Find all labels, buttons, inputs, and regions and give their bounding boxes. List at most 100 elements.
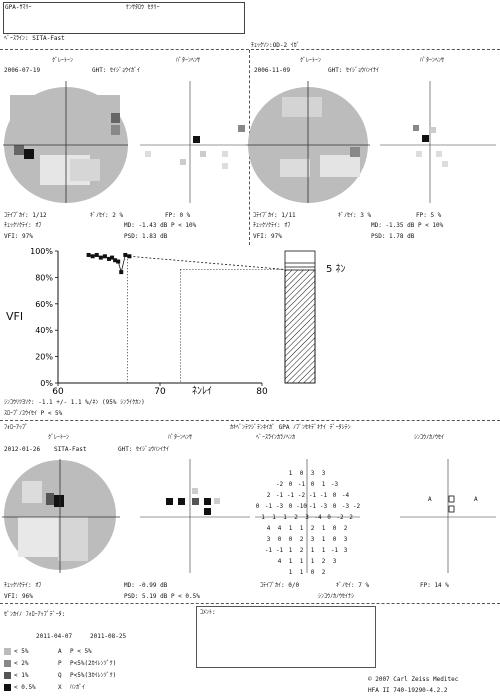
legend-sym-4: < 0.5% bbox=[14, 684, 36, 691]
vfi-point bbox=[94, 252, 99, 257]
test1-field-plots bbox=[3, 81, 496, 203]
baseline-value: 0 bbox=[299, 470, 304, 477]
baseline-value: 3 bbox=[266, 536, 271, 543]
baseline-value: 1 bbox=[288, 525, 293, 532]
followup-field-plots bbox=[2, 459, 496, 573]
vfi-point bbox=[119, 270, 124, 275]
legend-mark-3: Q bbox=[58, 672, 62, 679]
baseline-value: -1 bbox=[275, 492, 284, 499]
y-tick-label: 20% bbox=[35, 353, 53, 362]
vfi-x-label: ﾈﾝﾚｲ bbox=[192, 385, 212, 395]
baseline-value: 1 bbox=[288, 547, 293, 554]
comment-label: ｺﾒﾝﾄ: bbox=[200, 609, 216, 616]
baseline-value: 1 bbox=[310, 547, 315, 554]
baseline-value: -2 bbox=[336, 514, 344, 521]
baseline-value: 1 bbox=[299, 558, 304, 565]
followup-note: ｶｷﾍﾞﾝﾃﾂｼﾞﾃﾝﾈｲｶﾞ GPA ﾉﾌﾞﾝｾｷﾃﾞｷﾅｲ ﾃﾞｰﾀｼﾃﾝ bbox=[230, 424, 351, 431]
legend-mark-2: P bbox=[58, 660, 62, 667]
followup-vfi: VFI: 96% bbox=[4, 593, 33, 600]
baseline-value: 2 bbox=[266, 492, 271, 499]
y-tick-label: 0% bbox=[40, 379, 53, 388]
baseline-value: 2 bbox=[321, 558, 326, 565]
baseline-row: 0 -1 -3 0 -10 -1 -3 0 -3 -2 bbox=[252, 493, 362, 512]
baseline-row: 1 1 1 2 3 -4 0 -2 2 bbox=[258, 504, 357, 523]
divider bbox=[0, 603, 500, 604]
baseline-value: 3 bbox=[305, 514, 309, 521]
legend-desc-2: P<5%(2ｶｲﾚﾝｿﾞｸ) bbox=[70, 660, 117, 667]
baseline-value: 0 bbox=[310, 481, 315, 488]
baseline-value: 0 bbox=[288, 481, 293, 488]
test2-false-neg: ｷﾞﾉｾｲ: 3 % bbox=[338, 212, 372, 219]
baseline-value: 4 bbox=[277, 558, 282, 565]
baseline-value: 0 bbox=[277, 536, 282, 543]
test1-ght: GHT: ｾｲｼﾞｮｳｲｶﾞｲ bbox=[92, 67, 141, 74]
report-title: GPA-ｻﾏﾘｰ bbox=[5, 4, 32, 11]
baseline-value: 4 bbox=[266, 525, 271, 532]
followup-pattern: ﾊﾟﾀｰﾝﾍﾝｻ bbox=[168, 434, 193, 441]
followup-no-progression: ｼﾝｺｳﾉｶﾉｳｾｲﾅｼ bbox=[318, 593, 355, 600]
followup-psd: PSD: 5.19 dB P < 0.5% bbox=[124, 593, 200, 600]
baseline-value: 3 bbox=[321, 470, 326, 477]
a-mark: A bbox=[428, 496, 432, 503]
baseline-value: 3 bbox=[332, 558, 337, 565]
baseline-row: 2 -1 -1 -2 -1 -1 0 -4 bbox=[263, 482, 351, 501]
followup-label: ﾌｫﾛｰｱｯﾌﾟ bbox=[4, 424, 29, 431]
vfi-point bbox=[110, 255, 115, 260]
test1-md: MD: -1.43 dB P < 10% bbox=[124, 222, 197, 229]
baseline-row: -1 -1 1 2 1 1 -1 3 bbox=[263, 537, 351, 556]
baseline-value: 2 bbox=[299, 536, 304, 543]
baseline-value: 1 bbox=[288, 569, 293, 576]
baseline-value: -10 bbox=[296, 503, 307, 510]
legend-desc-1: P < 5% bbox=[70, 648, 92, 655]
divider bbox=[0, 420, 500, 421]
followup-md: MD: -0.99 dB bbox=[124, 582, 168, 589]
baseline-value: 3 bbox=[310, 536, 315, 543]
baseline-value: 0 bbox=[327, 514, 331, 521]
followup-baseline-col: ﾍﾞｰｽﾗｲﾝｶﾗﾉﾍﾝｶ bbox=[256, 434, 296, 441]
baseline-value: -1 bbox=[286, 492, 295, 499]
baseline-value: -1 bbox=[330, 547, 339, 554]
baseline-value: 2 bbox=[343, 525, 348, 532]
test2-fix-check: ﾁｪｯｸｿｸﾃｲ: ｵﾌ bbox=[253, 222, 291, 229]
followup-fixation: ｺﾃｲﾌﾞｶｲ: 0/0 bbox=[260, 582, 300, 589]
legend-sym-1: < 5% bbox=[14, 648, 29, 655]
baseline-value: -3 bbox=[330, 481, 339, 488]
baseline-value: 2 bbox=[321, 569, 326, 576]
legend-swatch-05 bbox=[4, 684, 11, 691]
test2-date: 2006-11-09 bbox=[254, 67, 291, 74]
test1-false-pos: FP: 0 % bbox=[165, 212, 191, 219]
legend-desc-3: P<5%(3ｶｲﾚﾝｿﾞｸ) bbox=[70, 672, 117, 679]
baseline-value: -1 bbox=[264, 503, 273, 510]
baseline-value: 0 bbox=[332, 536, 337, 543]
baseline-value: 1 bbox=[288, 558, 293, 565]
followup-false-neg: ｷﾞﾉｾｲ: 7 % bbox=[336, 582, 370, 589]
test1-false-neg: ｷﾞﾉｾｲ: 2 % bbox=[90, 212, 124, 219]
followup-false-pos: FP: 14 % bbox=[420, 582, 449, 589]
legend-date-1: 2011-04-07 bbox=[36, 633, 73, 640]
test2-psd: PSD: 1.78 dB bbox=[371, 233, 415, 240]
baseline-value: 0 bbox=[332, 503, 337, 510]
baseline-value: -4 bbox=[314, 514, 322, 521]
vfi-point bbox=[102, 254, 107, 259]
baseline-value: 1 bbox=[299, 525, 304, 532]
baseline-value: -2 bbox=[297, 492, 306, 499]
test1-pattern: ﾊﾟﾀｰﾝﾍﾝｻ bbox=[176, 57, 201, 64]
version: HFA II 740-19290-4.2.2 bbox=[368, 687, 448, 694]
y-tick-label: 80% bbox=[35, 273, 53, 282]
baseline-value: 1 bbox=[261, 514, 265, 521]
baseline-value: 1 bbox=[321, 547, 326, 554]
followup-graytone: ｸﾞﾚｰﾄｰﾝ bbox=[48, 434, 70, 441]
legend-swatch-5 bbox=[4, 648, 11, 655]
copyright: © 2007 Carl Zeiss Meditec bbox=[368, 676, 459, 683]
baseline-value: 0 bbox=[332, 525, 337, 532]
test2-md: MD: -1.35 dB P < 10% bbox=[371, 222, 444, 229]
test1-graytone: ｸﾞﾚｰﾄｰﾝ bbox=[52, 57, 74, 64]
baseline-strategy: ﾍﾞｰｽﾗｲﾝ: SITA-Fast bbox=[4, 35, 65, 42]
baseline-value: -3 bbox=[319, 503, 328, 510]
baseline-value: -3 bbox=[341, 503, 350, 510]
test1-fixation: ｺﾃｲﾌﾞｶｲ: 1/12 bbox=[4, 212, 47, 219]
followup-strategy: SITA-Fast bbox=[54, 446, 87, 453]
